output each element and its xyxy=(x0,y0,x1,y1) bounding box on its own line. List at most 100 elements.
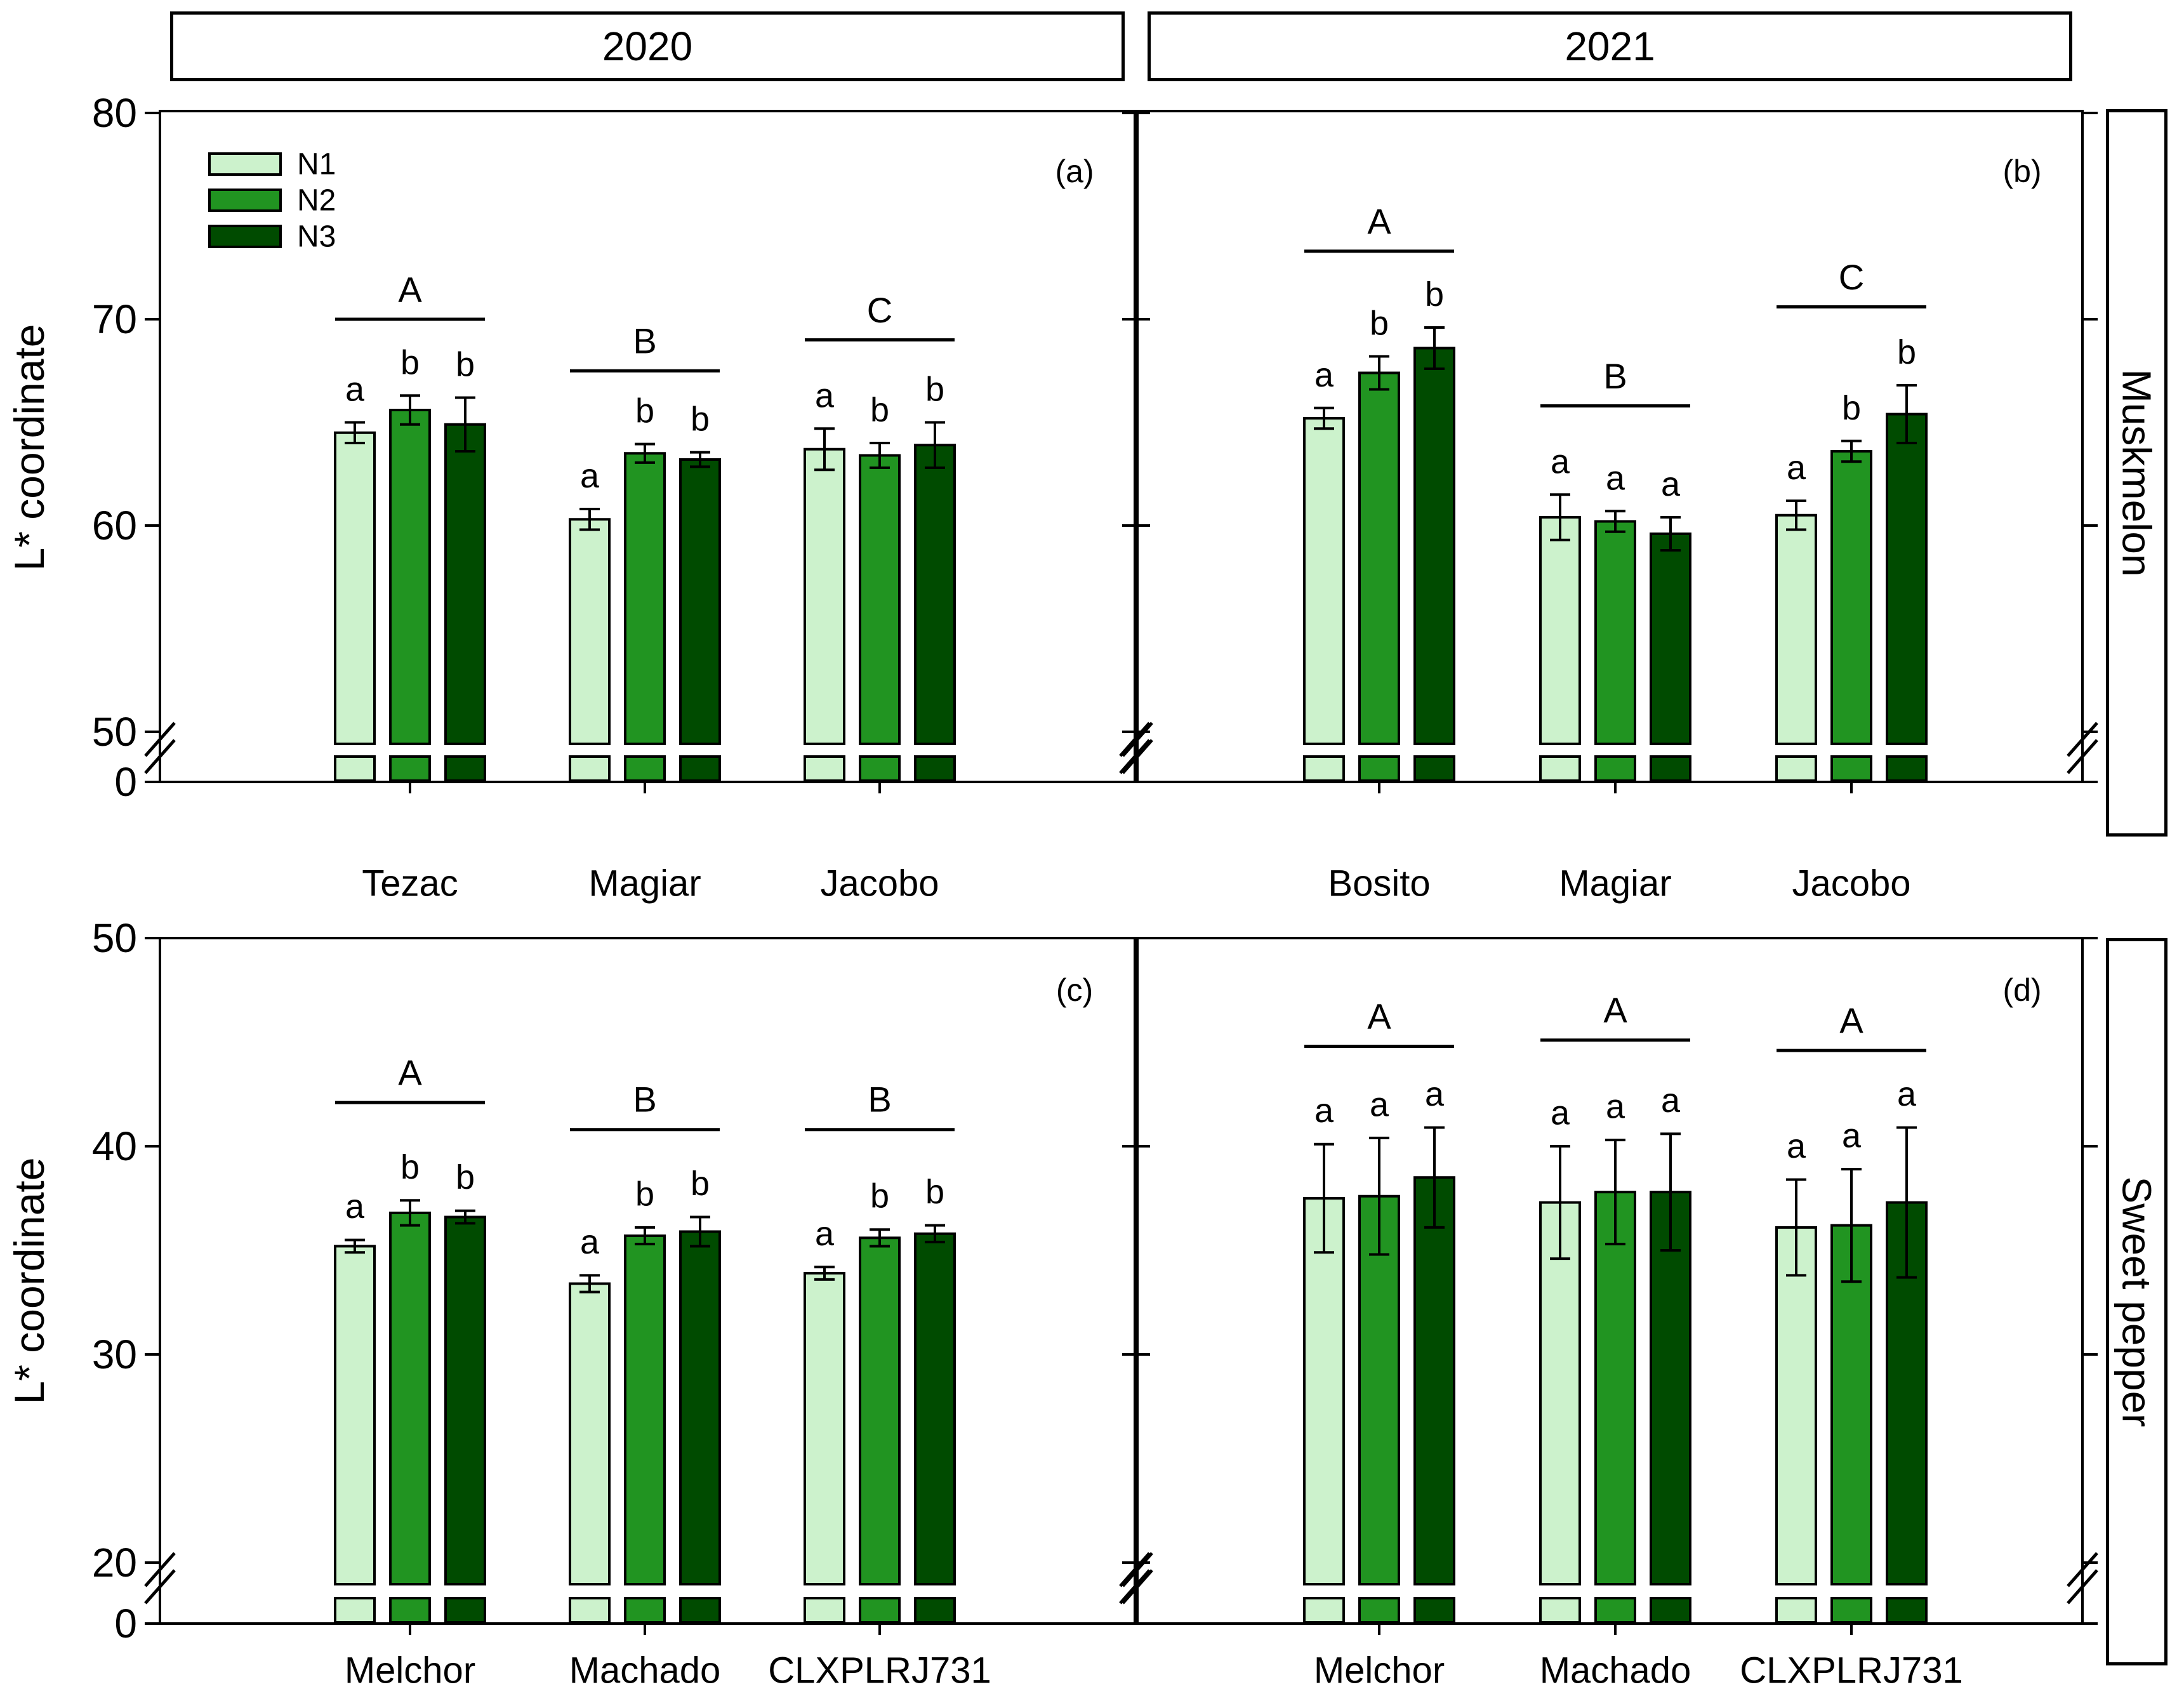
y-tick-label-c-50: 50 xyxy=(92,915,137,961)
bar-b-Bosito-N3 xyxy=(1413,347,1455,745)
bar-d-Melchor-N3 xyxy=(1413,1176,1455,1585)
axis-break-b-right xyxy=(2067,722,2098,757)
bar-letter-b-Jacobo-N3: b xyxy=(1897,333,1916,371)
group-letter-a-Magiar: B xyxy=(633,321,656,361)
bar-stub-b-Jacobo-N1 xyxy=(1775,755,1817,782)
bar-letter-b-Bosito-N1: a xyxy=(1314,356,1334,394)
panel-frame-c xyxy=(159,937,1136,1625)
bar-letter-d-Machado-N3: a xyxy=(1661,1082,1681,1120)
y-tick-label-a-80: 80 xyxy=(92,90,137,136)
bar-c-Machado-N3 xyxy=(679,1230,721,1585)
bar-stub-a-Tezac-N2 xyxy=(389,755,431,782)
bar-stub-a-Tezac-N1 xyxy=(334,755,376,782)
bar-c-Melchor-N3 xyxy=(444,1215,486,1585)
bar-d-CLXPLRJ731-N1 xyxy=(1775,1226,1817,1586)
column-header-2021: 2021 xyxy=(1148,11,2072,81)
column-header-2020-label: 2020 xyxy=(602,23,693,69)
legend-swatch-N2 xyxy=(208,189,282,212)
bar-letter-a-Magiar-N3: b xyxy=(691,400,710,439)
x-category-label-b-Bosito: Bosito xyxy=(1328,863,1430,904)
group-letter-d-Melchor: A xyxy=(1367,996,1391,1036)
bar-letter-b-Magiar-N2: a xyxy=(1606,459,1625,497)
bar-stub-c-Machado-N3 xyxy=(679,1597,721,1624)
bar-b-Magiar-N2 xyxy=(1594,520,1636,745)
legend-label-N1: N1 xyxy=(297,148,336,182)
bar-a-Jacobo-N1 xyxy=(804,447,845,745)
column-header-2021-label: 2021 xyxy=(1565,23,1655,69)
bar-d-Melchor-N1 xyxy=(1303,1197,1345,1585)
x-category-label-a-Tezac: Tezac xyxy=(362,863,458,904)
panel-frame-a xyxy=(159,110,1136,783)
axis-break-d-right xyxy=(2067,1569,2098,1605)
bar-letter-b-Bosito-N3: b xyxy=(1425,275,1444,314)
bar-c-Melchor-N2 xyxy=(389,1211,431,1585)
row-label-muskmelon-text: Muskmelon xyxy=(2114,369,2160,577)
bar-stub-d-CLXPLRJ731-N1 xyxy=(1775,1597,1817,1624)
bar-stub-a-Magiar-N1 xyxy=(569,755,611,782)
bar-stub-d-CLXPLRJ731-N2 xyxy=(1830,1597,1872,1624)
x-category-label-d-Machado: Machado xyxy=(1540,1650,1691,1691)
bar-letter-d-Machado-N2: a xyxy=(1606,1088,1625,1126)
y-tick-label-c-20: 20 xyxy=(92,1540,137,1585)
bar-stub-b-Jacobo-N2 xyxy=(1830,755,1872,782)
bar-d-Machado-N3 xyxy=(1650,1191,1691,1586)
bar-letter-c-CLXPLRJ731-N2: b xyxy=(870,1177,889,1215)
axis-break-b-left xyxy=(1122,739,1153,774)
group-letter-c-Melchor: A xyxy=(398,1052,422,1092)
bar-b-Jacobo-N2 xyxy=(1830,450,1872,745)
bar-stub-d-Melchor-N1 xyxy=(1303,1597,1345,1624)
bar-stub-d-Machado-N2 xyxy=(1594,1597,1636,1624)
group-letter-b-Magiar: B xyxy=(1603,356,1627,396)
bar-letter-d-Melchor-N1: a xyxy=(1314,1092,1334,1130)
bar-stub-b-Jacobo-N3 xyxy=(1886,755,1928,782)
legend-label-N2: N2 xyxy=(297,184,336,218)
bar-stub-c-CLXPLRJ731-N3 xyxy=(914,1597,956,1624)
bar-stub-c-Melchor-N3 xyxy=(444,1597,486,1624)
group-letter-d-Machado: A xyxy=(1603,990,1627,1030)
axis-break-c-right xyxy=(1119,1552,1151,1587)
bar-stub-c-Machado-N1 xyxy=(569,1597,611,1624)
group-letter-a-Jacobo: C xyxy=(867,290,892,330)
group-letter-b-Bosito: A xyxy=(1367,201,1391,241)
axis-break-d-left xyxy=(1122,1569,1153,1605)
axis-break-c-left xyxy=(144,1569,176,1605)
bar-stub-a-Magiar-N3 xyxy=(679,755,721,782)
y-tick-label-c-30: 30 xyxy=(92,1332,137,1377)
y-tick-label-a-70: 70 xyxy=(92,296,137,342)
bar-c-CLXPLRJ731-N2 xyxy=(859,1236,901,1585)
axis-break-b-right xyxy=(2067,739,2098,774)
column-header-2020: 2020 xyxy=(170,11,1125,81)
bar-stub-b-Bosito-N3 xyxy=(1413,755,1455,782)
legend-label-N3: N3 xyxy=(297,220,336,254)
bar-a-Tezac-N3 xyxy=(444,423,486,745)
bar-letter-a-Magiar-N2: b xyxy=(635,392,654,430)
panel-frame-b xyxy=(1136,110,2084,783)
x-category-label-a-Magiar: Magiar xyxy=(588,863,701,904)
y-axis-title-bottom-label: L* coordinate xyxy=(6,1157,53,1405)
bar-b-Bosito-N2 xyxy=(1358,371,1400,745)
axis-break-c-left xyxy=(144,1552,176,1587)
bar-letter-d-Melchor-N3: a xyxy=(1425,1075,1445,1113)
bar-stub-d-Melchor-N3 xyxy=(1413,1597,1455,1624)
group-letter-c-CLXPLRJ731: B xyxy=(868,1080,891,1120)
bar-stub-a-Jacobo-N2 xyxy=(859,755,901,782)
legend-swatch-N1 xyxy=(208,152,282,176)
bar-d-Melchor-N2 xyxy=(1358,1194,1400,1585)
bar-letter-c-CLXPLRJ731-N1: a xyxy=(815,1215,835,1253)
bar-c-CLXPLRJ731-N1 xyxy=(804,1272,845,1585)
bar-b-Jacobo-N3 xyxy=(1886,413,1928,745)
y-tick-label-a-0: 0 xyxy=(114,759,137,805)
bar-stub-c-Machado-N2 xyxy=(624,1597,666,1624)
bar-letter-b-Jacobo-N2: b xyxy=(1842,389,1861,427)
axis-break-d-left xyxy=(1122,1552,1153,1587)
group-letter-b-Jacobo: C xyxy=(1839,257,1864,297)
bar-b-Magiar-N1 xyxy=(1539,516,1581,745)
bar-letter-a-Jacobo-N2: b xyxy=(870,391,889,429)
bar-d-Machado-N1 xyxy=(1539,1201,1581,1586)
legend-swatch-N3 xyxy=(208,225,282,248)
bar-letter-c-Machado-N3: b xyxy=(691,1165,710,1203)
bar-stub-b-Magiar-N1 xyxy=(1539,755,1581,782)
bar-stub-d-Melchor-N2 xyxy=(1358,1597,1400,1624)
bar-a-Magiar-N3 xyxy=(679,458,721,745)
